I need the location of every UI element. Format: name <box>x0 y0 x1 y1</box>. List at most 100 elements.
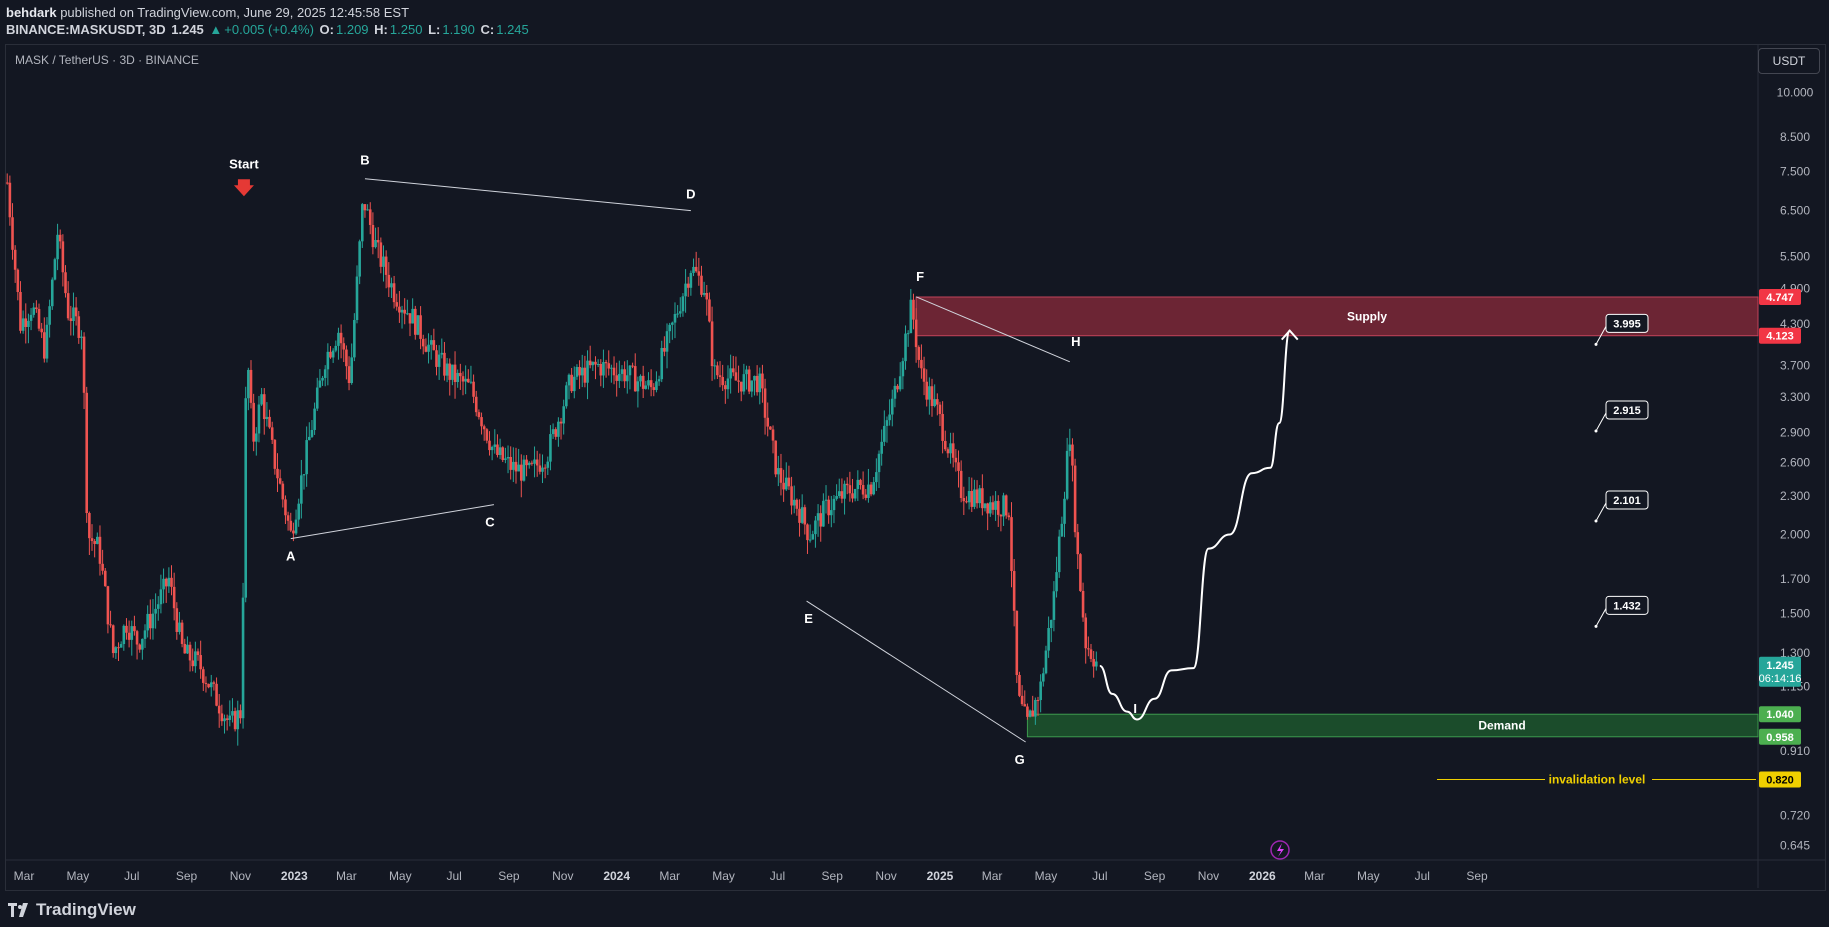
axis-price-badge[interactable] <box>1759 656 1801 687</box>
candle <box>119 644 123 648</box>
candle <box>406 313 409 315</box>
candle <box>1002 495 1005 517</box>
candle <box>1023 704 1027 707</box>
candle <box>474 396 478 413</box>
axis-price-badge[interactable] <box>1759 728 1801 745</box>
high-value: 1.250 <box>389 22 423 37</box>
candle <box>382 256 385 267</box>
author-name[interactable]: behdark <box>6 5 57 20</box>
candle <box>1036 699 1040 701</box>
time-tick-label: Sep <box>1144 869 1166 883</box>
candle <box>403 309 406 314</box>
currency-unit-button[interactable]: USDT <box>1758 48 1820 74</box>
candle <box>249 369 253 403</box>
demand-zone[interactable] <box>1026 713 1759 738</box>
candle <box>379 242 383 267</box>
candle <box>371 224 375 248</box>
time-tick-label: Nov <box>230 869 251 883</box>
price-tick-label: 4.300 <box>1780 317 1810 331</box>
candle <box>949 443 952 454</box>
axis-price-badge[interactable] <box>1759 289 1801 305</box>
axis-price-badge[interactable] <box>1759 706 1801 723</box>
candle <box>676 313 679 315</box>
candle <box>170 577 173 587</box>
candle <box>390 283 393 288</box>
target-leader-line <box>1595 502 1607 522</box>
price-axis[interactable]: 10.0008.5007.5006.5005.5004.9004.3003.70… <box>1777 85 1814 852</box>
axis-price-badge[interactable] <box>1759 771 1801 788</box>
candle <box>692 266 695 273</box>
candle <box>769 426 772 430</box>
chart-frame[interactable] <box>5 44 1826 891</box>
price-tick-label: 3.700 <box>1780 358 1810 372</box>
candle <box>853 489 857 499</box>
target-callout-box[interactable] <box>1605 400 1649 420</box>
candle <box>673 314 677 323</box>
candle <box>419 315 422 339</box>
candle <box>398 306 401 313</box>
time-tick-label: May <box>1357 869 1380 883</box>
published-text: published on TradingView.com, June 29, 2… <box>60 5 410 20</box>
candle <box>806 524 809 541</box>
trendline-b-d[interactable] <box>364 178 691 212</box>
candle <box>549 434 552 462</box>
close-value: 1.245 <box>496 22 529 37</box>
candle <box>983 503 987 509</box>
candle <box>562 406 565 424</box>
candle <box>1034 699 1037 717</box>
price-tick-label: 2.300 <box>1780 489 1810 503</box>
candle <box>943 440 947 450</box>
trendline-f-h[interactable] <box>915 296 1071 363</box>
axis-price-badge-text: 4.123 <box>1766 331 1794 343</box>
candle <box>93 541 96 544</box>
candle <box>368 209 372 225</box>
candle <box>822 500 825 527</box>
wave-label-b: B <box>360 153 369 168</box>
price-tick-label: 3.300 <box>1780 390 1810 404</box>
trendline-a-c[interactable] <box>290 504 494 540</box>
candle <box>660 347 664 380</box>
candle <box>80 336 83 338</box>
tradingview-footer: TradingView <box>8 898 136 922</box>
candle <box>353 319 356 358</box>
candle <box>281 483 285 500</box>
candle <box>323 369 327 378</box>
candle <box>814 520 817 535</box>
candle <box>745 369 748 375</box>
candle <box>678 311 682 314</box>
candle <box>464 378 467 382</box>
time-axis[interactable]: Mar May Jul Sep Nov 2023 Mar May Jul Sep Nov 2024 Ma… <box>14 869 1488 883</box>
candle <box>816 513 820 521</box>
candle <box>233 711 237 730</box>
candle <box>172 586 176 609</box>
time-tick-label: Mar <box>336 869 357 883</box>
candle <box>996 500 1000 515</box>
target-callout-box[interactable] <box>1605 490 1649 510</box>
trendline-e-g[interactable] <box>806 600 1026 743</box>
candle <box>541 467 544 472</box>
candle <box>1079 554 1082 591</box>
candle <box>1026 706 1029 717</box>
candle <box>981 488 984 509</box>
candles[interactable] <box>5 173 1098 746</box>
candle <box>358 241 361 277</box>
projection-path[interactable] <box>1099 329 1291 721</box>
target-callout-box[interactable] <box>1605 313 1649 333</box>
candle <box>978 488 982 504</box>
candle <box>162 578 165 590</box>
candle <box>1060 523 1064 537</box>
lightning-icon[interactable] <box>1270 840 1290 860</box>
candle <box>856 479 860 490</box>
candle <box>1028 710 1032 717</box>
candle <box>151 613 155 629</box>
projection-arrow-icon <box>1280 329 1299 341</box>
wave-label-d: D <box>686 187 695 202</box>
candle <box>1020 695 1024 705</box>
target-callout-box[interactable] <box>1605 595 1649 615</box>
time-tick-label: Jul <box>1092 869 1107 883</box>
axis-price-badge[interactable] <box>1759 327 1801 344</box>
target-anchor-dot <box>1594 342 1598 346</box>
candle <box>180 622 184 644</box>
candle <box>212 682 216 684</box>
